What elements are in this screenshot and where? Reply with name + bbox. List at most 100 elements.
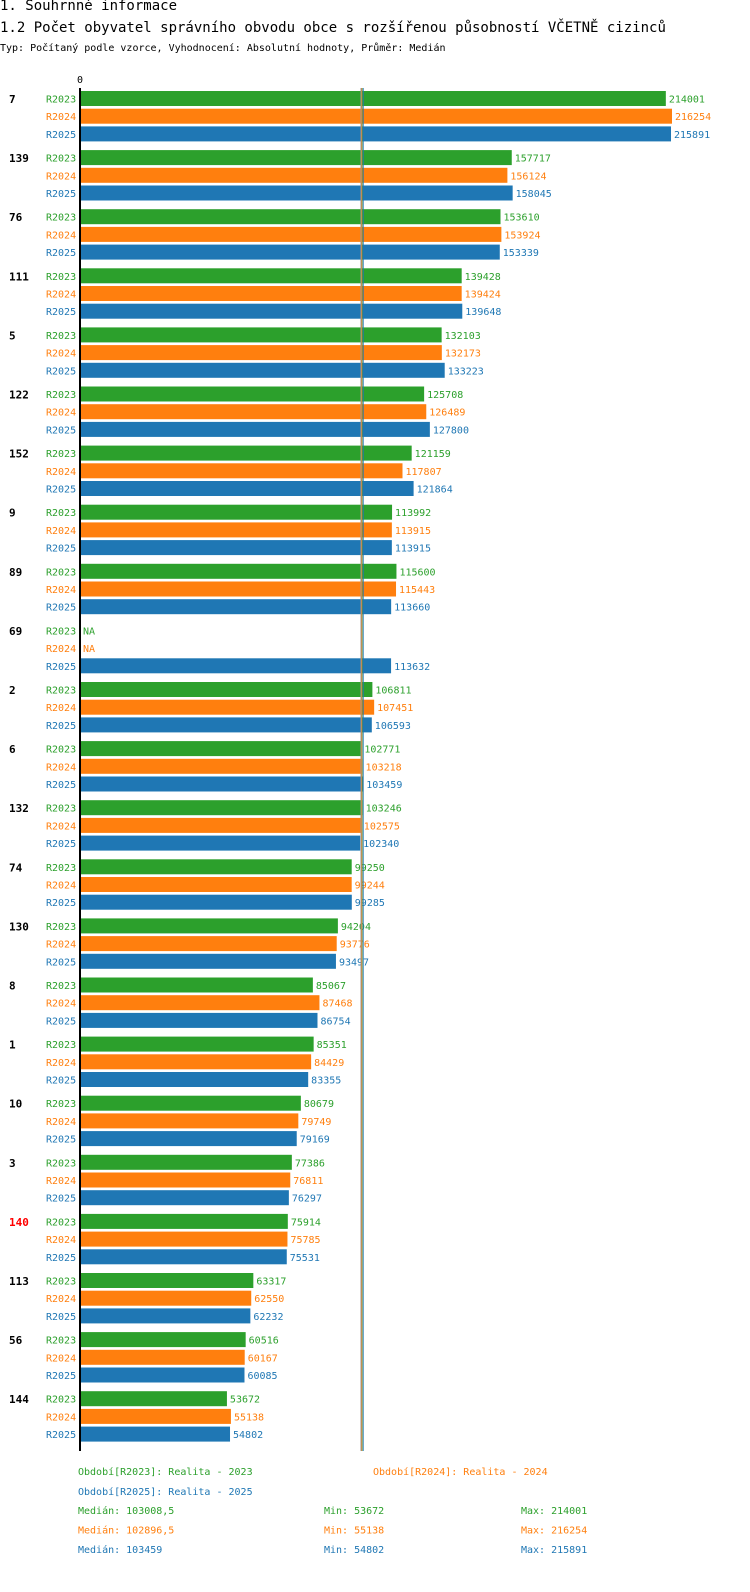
- data-label: 75785: [290, 1235, 320, 1246]
- bar: [80, 185, 513, 201]
- series-label: R2024: [46, 467, 76, 478]
- bar: [80, 1131, 297, 1147]
- bar: [80, 108, 672, 124]
- series-label: R2025: [46, 1371, 76, 1382]
- bar: [80, 1249, 287, 1265]
- bar: [80, 817, 361, 833]
- bar: [80, 1213, 288, 1229]
- bar: [80, 504, 393, 520]
- group-label: 113: [9, 1275, 29, 1288]
- group-label: 130: [9, 920, 29, 933]
- group-label: 10: [9, 1098, 22, 1111]
- data-label: 80679: [304, 1099, 334, 1110]
- series-label: R2025: [46, 1016, 76, 1027]
- series-label: R2023: [46, 567, 76, 578]
- data-label: 156124: [510, 171, 546, 182]
- data-label: 83355: [311, 1076, 341, 1087]
- data-label: 132103: [445, 331, 481, 342]
- bar: [80, 1072, 309, 1087]
- bar: [80, 658, 392, 674]
- bar: [80, 918, 338, 934]
- legend-stat: Max: 215891: [521, 1545, 587, 1556]
- data-label: 84429: [314, 1058, 344, 1069]
- bar: [80, 1190, 289, 1206]
- series-label: R2024: [46, 1176, 76, 1187]
- bar: [80, 835, 361, 851]
- series-label: R2024: [46, 408, 76, 419]
- data-label: 85067: [316, 981, 346, 992]
- bar: [80, 362, 445, 378]
- series-label: R2025: [46, 957, 76, 968]
- legend-stat: Min: 53672: [324, 1506, 384, 1517]
- data-label: 85351: [317, 1040, 347, 1051]
- bar: [80, 150, 512, 166]
- data-label: 86754: [320, 1016, 350, 1027]
- data-label: 132173: [445, 349, 481, 360]
- group-label: 139: [9, 152, 29, 165]
- legend-period: Období[R2025]: Realita - 2025: [78, 1486, 253, 1498]
- series-label: R2023: [46, 95, 76, 106]
- series-label: R2024: [46, 1353, 76, 1364]
- group-label: 1: [9, 1039, 16, 1052]
- bar: [80, 699, 375, 715]
- data-label: 139424: [465, 290, 501, 301]
- series-label: R2024: [46, 644, 76, 655]
- na-label: NA: [83, 626, 95, 637]
- data-label: 99250: [355, 863, 385, 874]
- series-label: R2024: [46, 290, 76, 301]
- bar: [80, 540, 392, 556]
- bar: [80, 894, 352, 910]
- data-label: 117807: [405, 467, 441, 478]
- group-label: 3: [9, 1157, 16, 1170]
- group-label: 69: [9, 625, 22, 638]
- data-label: 76811: [293, 1176, 323, 1187]
- bar: [80, 303, 463, 319]
- bar: [80, 1408, 231, 1424]
- data-label: 106811: [375, 686, 411, 697]
- bar: [80, 859, 352, 875]
- bar: [80, 717, 372, 733]
- legend-stat: Min: 55138: [324, 1526, 384, 1537]
- legend-stat: Max: 216254: [521, 1526, 587, 1537]
- bar: [80, 1095, 301, 1111]
- bar: [80, 1308, 251, 1324]
- data-label: 139428: [465, 272, 501, 283]
- bar: [80, 481, 414, 496]
- bar: [80, 91, 666, 106]
- data-label: 115600: [399, 567, 435, 578]
- bar: [80, 581, 397, 597]
- data-label: 102575: [364, 821, 400, 832]
- series-label: R2023: [46, 1277, 76, 1288]
- data-label: 133223: [448, 366, 484, 377]
- data-label: 76297: [292, 1194, 322, 1205]
- series-label: R2023: [46, 863, 76, 874]
- series-label: R2023: [46, 1099, 76, 1110]
- data-label: 93776: [340, 940, 370, 951]
- bar: [80, 421, 430, 437]
- data-label: 75914: [291, 1217, 321, 1228]
- bar: [80, 877, 352, 892]
- data-label: 94204: [341, 922, 371, 933]
- series-label: R2024: [46, 940, 76, 951]
- series-label: R2025: [46, 1430, 76, 1441]
- bar: [80, 1054, 312, 1070]
- data-label: 99244: [355, 881, 385, 892]
- bar: [80, 1391, 227, 1407]
- series-label: R2025: [46, 1253, 76, 1264]
- group-label: 56: [9, 1334, 23, 1347]
- bar: [80, 1172, 291, 1188]
- series-label: R2023: [46, 154, 76, 165]
- series-label: R2024: [46, 230, 76, 241]
- series-label: R2024: [46, 762, 76, 773]
- series-label: R2023: [46, 745, 76, 756]
- series-label: R2025: [46, 544, 76, 555]
- data-label: 54802: [233, 1430, 263, 1441]
- bar: [80, 404, 427, 420]
- legend-stat: Min: 54802: [324, 1545, 384, 1556]
- data-label: 106593: [375, 721, 411, 732]
- data-label: 113915: [395, 526, 431, 537]
- series-label: R2024: [46, 1412, 76, 1423]
- data-label: 60085: [247, 1371, 277, 1382]
- bar: [80, 327, 442, 343]
